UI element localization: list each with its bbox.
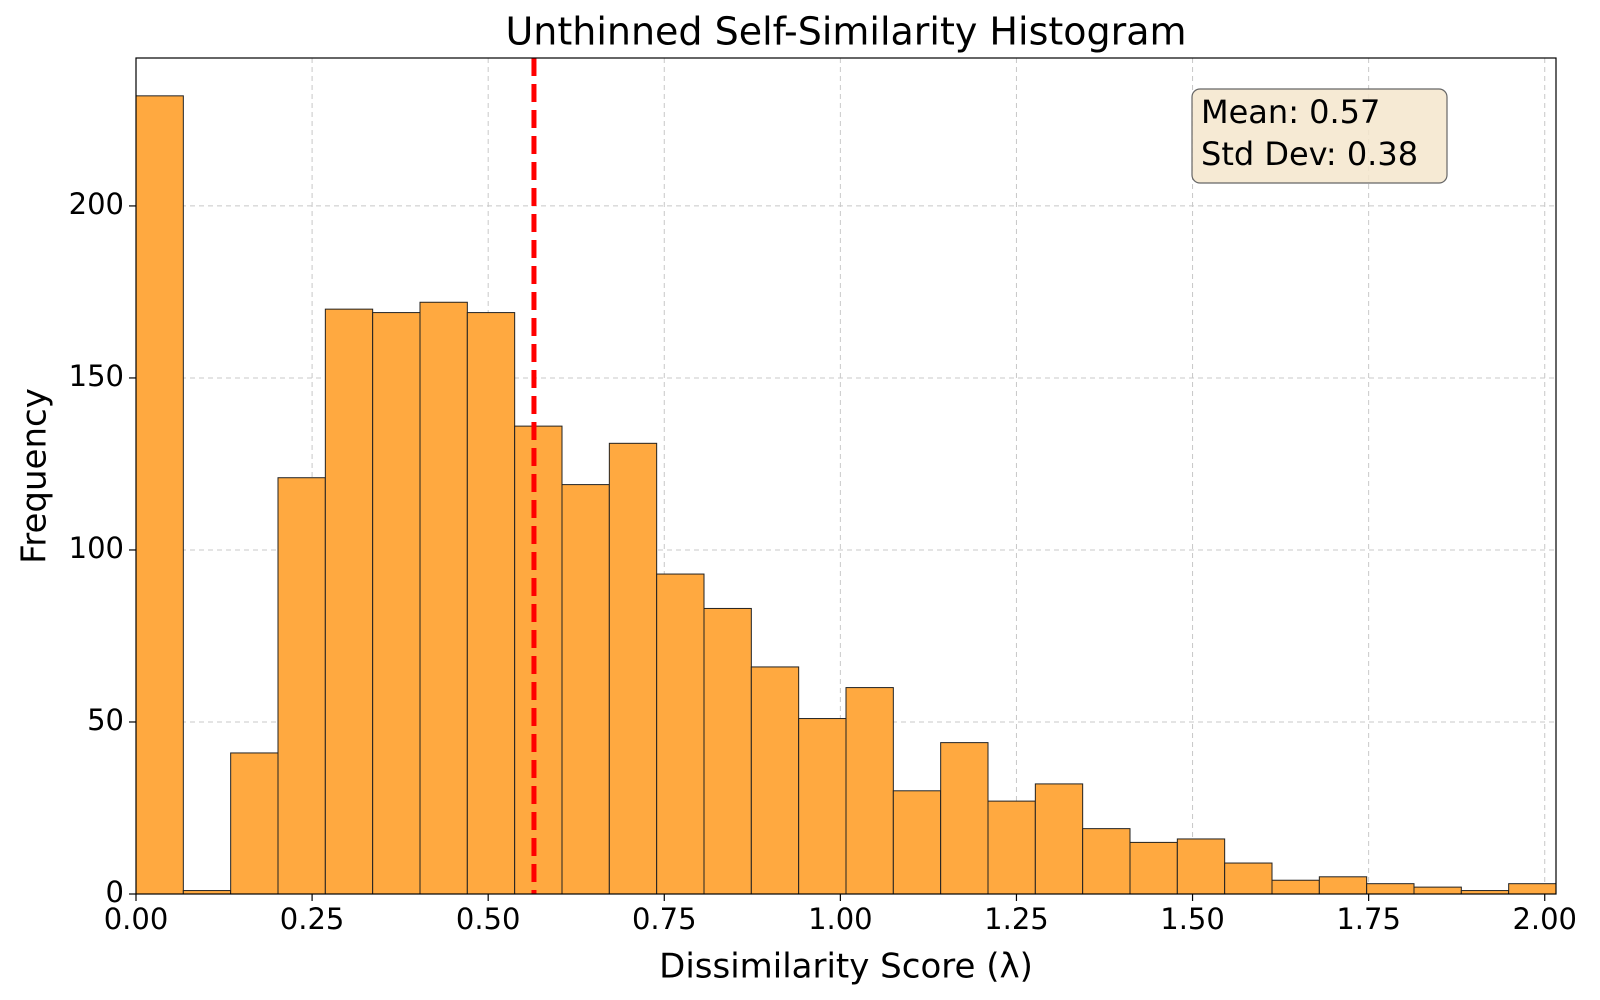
bar (514, 425, 563, 895)
x-axis-label: Dissimilarity Score (λ) (659, 947, 1033, 987)
bar (1366, 883, 1415, 895)
bar (1271, 879, 1320, 895)
bar (1318, 876, 1368, 895)
x-tick-label: 0.00 (104, 902, 169, 936)
bar (372, 312, 421, 895)
bar (940, 742, 989, 895)
chart-title: Unthinned Self-Similarity Histogram (505, 10, 1186, 54)
annotation-text: Mean: 0.57 (1201, 93, 1380, 131)
bar (703, 607, 752, 895)
bar (277, 477, 326, 895)
x-tick-label: 2.00 (1512, 902, 1577, 936)
bar (608, 442, 658, 895)
bar (1224, 862, 1273, 895)
bar (1176, 838, 1226, 895)
bar (1082, 828, 1131, 895)
x-tick-label: 1.00 (808, 902, 873, 936)
bar (987, 800, 1036, 895)
annotation-box (1191, 88, 1448, 184)
x-tick-label: 1.25 (984, 902, 1049, 936)
bar (230, 752, 279, 895)
bar (656, 573, 705, 895)
bar (1034, 783, 1084, 895)
y-tick-label: 100 (69, 531, 124, 565)
bar (466, 312, 516, 895)
x-tick-label: 0.75 (632, 902, 697, 936)
bar (750, 666, 800, 895)
x-tick-label: 1.50 (1160, 902, 1225, 936)
bar (561, 484, 610, 895)
y-tick-label: 50 (87, 703, 124, 737)
y-axis-label: Frequency (15, 388, 55, 564)
x-tick-label: 0.50 (456, 902, 521, 936)
bar (419, 301, 468, 895)
annotation-text: Std Dev: 0.38 (1201, 135, 1418, 173)
bar (845, 687, 894, 895)
bar (1129, 841, 1178, 895)
bar (1413, 886, 1462, 895)
bar (892, 790, 942, 895)
x-tick-label: 0.25 (280, 902, 345, 936)
bar (135, 95, 184, 895)
x-tick-label: 1.75 (1336, 902, 1401, 936)
plot-frame (135, 57, 1557, 895)
bar (798, 718, 847, 895)
y-tick-label: 200 (69, 187, 124, 221)
y-tick-label: 150 (69, 359, 124, 393)
bar (324, 308, 374, 895)
y-tick-label: 0 (106, 875, 124, 909)
bar (1508, 883, 1557, 895)
